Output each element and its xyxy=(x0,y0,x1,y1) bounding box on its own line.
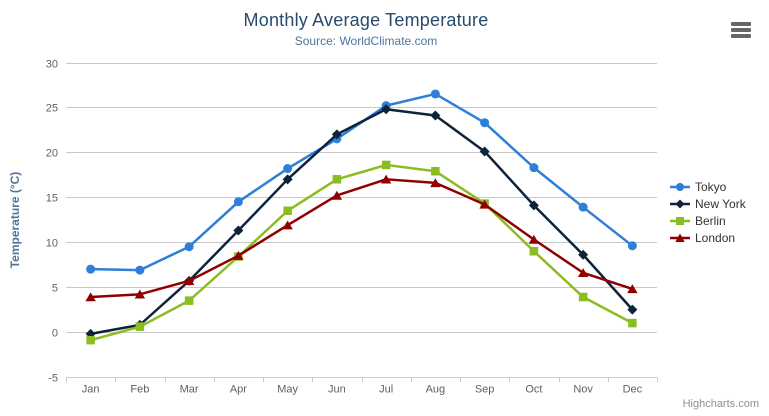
hamburger-icon xyxy=(731,28,751,32)
series-marker-berlin[interactable] xyxy=(86,335,95,345)
legend-marker-london-icon xyxy=(670,233,690,242)
series-marker-tokyo[interactable] xyxy=(233,197,243,207)
chart-subtitle: Source: WorldClimate.com xyxy=(294,34,438,48)
y-axis-tick-label: 5 xyxy=(52,283,58,295)
x-axis-label: Jul xyxy=(379,384,393,396)
y-axis-tick-label: 15 xyxy=(46,193,58,205)
series-marker-london[interactable] xyxy=(282,220,293,230)
square-icon xyxy=(676,216,684,225)
series-marker-tokyo[interactable] xyxy=(627,241,637,251)
series-marker-tokyo[interactable] xyxy=(430,89,440,99)
x-axis-label: May xyxy=(277,384,298,396)
series-marker-berlin[interactable] xyxy=(332,175,342,184)
hamburger-icon xyxy=(731,34,751,38)
legend-marker-berlin-icon xyxy=(670,216,690,225)
series-marker-new-york[interactable] xyxy=(430,110,441,121)
series-marker-new-york[interactable] xyxy=(331,129,342,140)
legend-label: London xyxy=(695,230,736,245)
series-marker-london[interactable] xyxy=(85,292,96,302)
y-axis-tick-label: 20 xyxy=(46,148,58,160)
series-london xyxy=(85,174,638,302)
x-axis-label: Mar xyxy=(180,384,199,396)
series-marker-new-york[interactable] xyxy=(233,225,244,236)
series-marker-london[interactable] xyxy=(380,174,392,184)
y-axis-title: Temperature (°C) xyxy=(8,171,22,269)
series-marker-new-york[interactable] xyxy=(381,104,392,115)
series-marker-new-york[interactable] xyxy=(578,249,589,260)
y-axis-tick-label: -5 xyxy=(48,373,58,385)
series-marker-berlin[interactable] xyxy=(135,322,145,331)
legend-label: Berlin xyxy=(695,213,726,228)
legend-item-tokyo[interactable]: Tokyo xyxy=(670,178,746,195)
series-marker-berlin[interactable] xyxy=(628,318,637,328)
series-line-tokyo[interactable] xyxy=(89,92,634,272)
legend-marker-tokyo-icon xyxy=(670,182,690,191)
x-axis-label: Jun xyxy=(328,384,346,396)
series-marker-london[interactable] xyxy=(627,284,638,294)
series-marker-tokyo[interactable] xyxy=(184,242,194,252)
series-marker-london[interactable] xyxy=(479,199,490,209)
chart-title: Monthly Average Temperature xyxy=(243,10,489,30)
legend-label: Tokyo xyxy=(695,179,727,194)
series-marker-berlin[interactable] xyxy=(578,292,588,302)
series-marker-london[interactable] xyxy=(430,178,441,188)
series-marker-tokyo[interactable] xyxy=(135,265,145,275)
x-axis-label: Sep xyxy=(475,384,495,396)
series-marker-london[interactable] xyxy=(134,289,146,299)
legend-item-london[interactable]: London xyxy=(670,229,746,246)
x-axis-label: Nov xyxy=(573,384,593,396)
x-axis-label: Dec xyxy=(623,384,643,396)
series-marker-berlin[interactable] xyxy=(184,296,194,305)
series-marker-london[interactable] xyxy=(183,276,195,286)
series-marker-london[interactable] xyxy=(233,250,244,260)
credits-link[interactable]: Highcharts.com xyxy=(682,398,759,410)
series-marker-tokyo[interactable] xyxy=(283,164,293,174)
x-axis-label: Oct xyxy=(525,384,542,396)
x-axis-label: Apr xyxy=(230,384,247,396)
series-marker-tokyo[interactable] xyxy=(86,264,96,274)
hamburger-icon xyxy=(731,22,751,26)
circle-icon xyxy=(676,182,684,191)
x-axis-label: Aug xyxy=(426,384,446,396)
export-menu-button[interactable] xyxy=(731,19,755,41)
y-axis-tick-label: 25 xyxy=(46,103,58,115)
legend-label: New York xyxy=(695,196,746,211)
series-marker-new-york[interactable] xyxy=(479,146,490,157)
series-new-york xyxy=(85,104,638,339)
legend-item-new-york[interactable]: New York xyxy=(670,195,746,212)
y-axis-tick-label: 10 xyxy=(46,238,58,250)
x-axis-label: Feb xyxy=(130,384,149,396)
series-marker-new-york[interactable] xyxy=(282,174,293,185)
series-line-london[interactable] xyxy=(89,178,634,299)
x-axis-label: Jan xyxy=(82,384,100,396)
series-marker-berlin[interactable] xyxy=(431,166,440,176)
series-marker-london[interactable] xyxy=(331,190,343,200)
y-axis-tick-label: 0 xyxy=(52,328,58,340)
series-marker-tokyo[interactable] xyxy=(529,163,539,173)
triangle-icon xyxy=(675,233,685,242)
legend-marker-new-york-icon xyxy=(670,199,690,208)
series-line-new-york[interactable] xyxy=(89,107,634,336)
series-marker-berlin[interactable] xyxy=(529,246,539,256)
series-marker-berlin[interactable] xyxy=(283,206,292,216)
series-marker-tokyo[interactable] xyxy=(480,118,490,128)
series-marker-new-york[interactable] xyxy=(627,304,638,315)
series-marker-berlin[interactable] xyxy=(381,160,391,170)
diamond-icon xyxy=(675,199,685,208)
series-tokyo xyxy=(86,89,637,275)
series-line-berlin[interactable] xyxy=(89,163,634,342)
series-marker-tokyo[interactable] xyxy=(578,202,588,212)
y-axis-tick-label: 30 xyxy=(46,59,58,71)
series-marker-new-york[interactable] xyxy=(528,200,539,211)
series-marker-london[interactable] xyxy=(577,268,589,277)
legend: Tokyo New York Berlin London xyxy=(670,178,746,246)
series-marker-london[interactable] xyxy=(528,234,540,244)
legend-item-berlin[interactable]: Berlin xyxy=(670,212,746,229)
